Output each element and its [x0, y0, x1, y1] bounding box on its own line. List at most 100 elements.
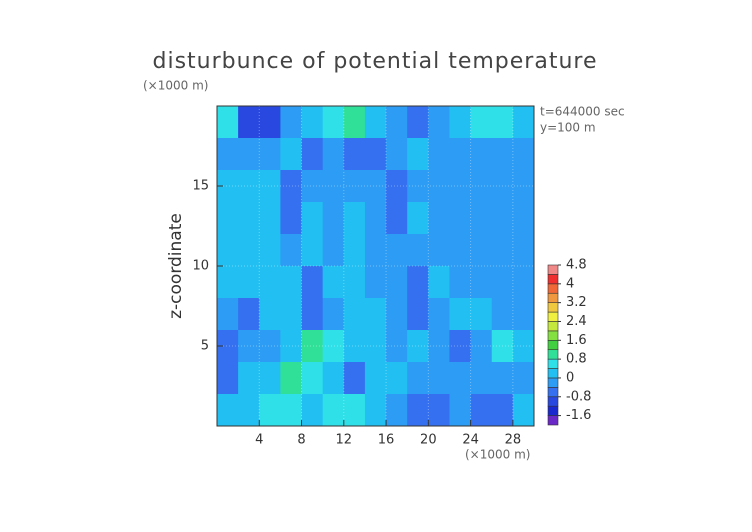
contour-cell [217, 330, 239, 363]
colorbar-label: 4 [566, 276, 574, 291]
contour-cell [259, 266, 281, 299]
contour-cell [428, 330, 450, 363]
colorbar-box [547, 311, 559, 322]
contour-cell [428, 170, 450, 203]
contour-cell [322, 234, 345, 267]
contour-cell [322, 266, 345, 299]
contour-cell [449, 202, 472, 235]
contour-cell [364, 138, 387, 171]
contour-cell [386, 362, 408, 395]
contour-cell [470, 330, 493, 363]
y-axis-label: z-coordinate [166, 213, 186, 319]
contour-cell [428, 234, 450, 267]
colorbar-box [547, 368, 559, 379]
contour-cell [407, 330, 429, 363]
contour-cell [217, 394, 239, 427]
contour-cell [386, 330, 408, 363]
contour-cell [301, 138, 324, 171]
contour-cell [280, 330, 303, 363]
contour-cell [491, 298, 514, 331]
contour-cell [491, 234, 514, 267]
colorbar-box [547, 396, 559, 407]
contour-cell [386, 394, 408, 427]
contour-cell [238, 266, 260, 299]
contour-cell [280, 106, 303, 139]
contour-cell [238, 298, 260, 331]
colorbar-box [547, 377, 559, 388]
contour-cell [407, 362, 429, 395]
contour-cell [259, 138, 281, 171]
contour-cell [259, 106, 281, 139]
contour-cell [343, 234, 366, 267]
contour-cell [238, 106, 260, 139]
colorbar-label: 1.6 [566, 333, 587, 348]
contour-cell [322, 106, 345, 139]
contour-cell [301, 202, 324, 235]
contour-cell [301, 330, 324, 363]
contour-cell [280, 170, 303, 203]
contour-cell [407, 202, 429, 235]
contour-cell [364, 362, 387, 395]
contour-cell [238, 394, 260, 427]
contour-cell [280, 202, 303, 235]
contour-cell [491, 202, 514, 235]
colorbar-box [547, 264, 559, 275]
contour-cell [301, 394, 324, 427]
contour-cell [343, 330, 366, 363]
contour-cell [470, 234, 493, 267]
contour-cell [364, 266, 387, 299]
contour-cell [470, 106, 493, 139]
contour-cell [407, 234, 429, 267]
contour-cell [364, 298, 387, 331]
contour-cell [512, 170, 535, 203]
contour-cell [386, 234, 408, 267]
contour-cell [407, 298, 429, 331]
contour-cell [217, 138, 239, 171]
contour-cell [343, 394, 366, 427]
contour-cell [322, 138, 345, 171]
contour-cell [512, 298, 535, 331]
contour-cell [343, 298, 366, 331]
colorbar-label: 0 [566, 370, 574, 385]
contour-cell [512, 138, 535, 171]
contour-cell [407, 170, 429, 203]
contour-cell [217, 362, 239, 395]
x-tick-label: 24 [462, 433, 479, 448]
contour-cell [259, 202, 281, 235]
contour-cell [512, 266, 535, 299]
contour-cell [512, 394, 535, 427]
contour-cell [512, 330, 535, 363]
contour-cell [428, 266, 450, 299]
contour-cell [491, 170, 514, 203]
colorbar-box [547, 349, 559, 360]
contour-cell [491, 266, 514, 299]
contour-cell [449, 362, 472, 395]
contour-cell [259, 362, 281, 395]
contour-cell [428, 106, 450, 139]
contour-cell [217, 298, 239, 331]
y-unit: (×1000 m) [143, 79, 208, 93]
contour-cell [343, 266, 366, 299]
contour-cell [238, 170, 260, 203]
contour-cell [470, 298, 493, 331]
contour-cell [491, 394, 514, 427]
colorbar-box [547, 274, 559, 285]
contour-cell [238, 362, 260, 395]
contour-cell [470, 266, 493, 299]
contour-cell [280, 266, 303, 299]
contour-cell [491, 138, 514, 171]
contour-cell [386, 298, 408, 331]
contour-cell [238, 330, 260, 363]
contour-cell [217, 202, 239, 235]
colorbar-box [547, 405, 559, 416]
contour-cell [470, 138, 493, 171]
contour-cell [259, 298, 281, 331]
annotation: y=100 m [540, 121, 596, 135]
contour-cell [491, 106, 514, 139]
contour-cell [428, 298, 450, 331]
contour-cell [280, 298, 303, 331]
contour-cell [238, 202, 260, 235]
contour-cell [322, 170, 345, 203]
plot-frame [216, 105, 535, 427]
annotation: t=644000 sec [540, 105, 625, 119]
